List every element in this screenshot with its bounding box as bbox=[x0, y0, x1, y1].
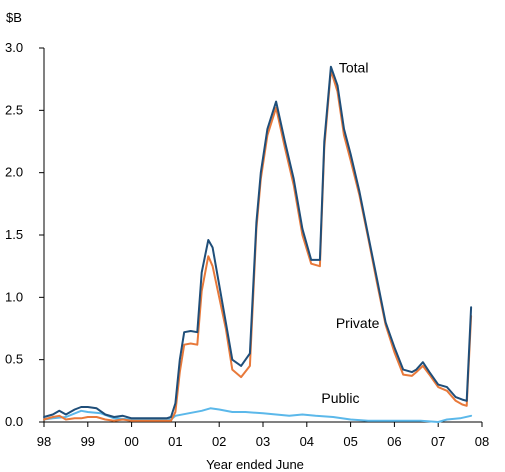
y-tick-label: 0.5 bbox=[5, 352, 23, 367]
y-tick-label: 3.0 bbox=[5, 40, 23, 55]
y-tick-label: 2.5 bbox=[5, 102, 23, 117]
x-tick-label: 07 bbox=[431, 434, 445, 449]
x-tick-label: 01 bbox=[168, 434, 182, 449]
series-group bbox=[43, 65, 473, 423]
series-line-private bbox=[43, 69, 473, 422]
y-tick-label: 1.0 bbox=[5, 289, 23, 304]
x-tick-label: 05 bbox=[343, 434, 357, 449]
x-tick-label: 08 bbox=[475, 434, 489, 449]
x-tick-label: 03 bbox=[256, 434, 270, 449]
y-tick-label: 1.5 bbox=[5, 227, 23, 242]
y-axis-label: $B bbox=[6, 10, 22, 25]
x-tick-label: 98 bbox=[37, 434, 51, 449]
series-line-total bbox=[43, 65, 473, 420]
y-tick-label: 2.0 bbox=[5, 165, 23, 180]
x-tick-label: 02 bbox=[212, 434, 226, 449]
x-ticks: 98 99 00 01 02 03 04 05 06 07 08 bbox=[37, 422, 489, 449]
series-labels: Total Private Public bbox=[321, 59, 379, 405]
x-tick-label: 99 bbox=[81, 434, 95, 449]
series-label-public: Public bbox=[321, 390, 359, 406]
x-tick-label: 04 bbox=[300, 434, 314, 449]
series-label-private: Private bbox=[336, 315, 380, 331]
y-ticks: 0.0 0.5 1.0 1.5 2.0 2.5 3.0 bbox=[5, 40, 44, 429]
series-label-total: Total bbox=[339, 59, 369, 75]
x-tick-label: 00 bbox=[124, 434, 138, 449]
x-axis-label: Year ended June bbox=[206, 457, 304, 472]
x-tick-label: 06 bbox=[387, 434, 401, 449]
y-tick-label: 0.0 bbox=[5, 414, 23, 429]
